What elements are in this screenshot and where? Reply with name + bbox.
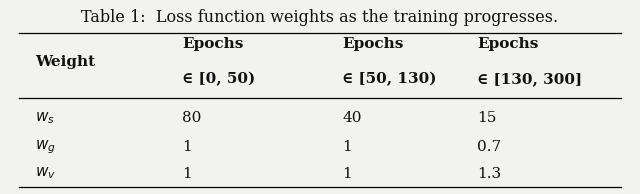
Text: Epochs: Epochs (477, 37, 538, 51)
Text: 1: 1 (182, 140, 192, 154)
Text: Epochs: Epochs (342, 37, 404, 51)
Text: Weight: Weight (35, 55, 95, 69)
Text: $w_s$: $w_s$ (35, 111, 55, 126)
Text: 40: 40 (342, 111, 362, 125)
Text: 80: 80 (182, 111, 202, 125)
Text: $w_g$: $w_g$ (35, 139, 56, 156)
Text: Table 1:  Loss function weights as the training progresses.: Table 1: Loss function weights as the tr… (81, 9, 559, 26)
Text: 1: 1 (342, 167, 352, 181)
Text: 1.3: 1.3 (477, 167, 501, 181)
Text: 1: 1 (342, 140, 352, 154)
Text: 1: 1 (182, 167, 192, 181)
Text: 0.7: 0.7 (477, 140, 501, 154)
Text: $w_v$: $w_v$ (35, 166, 56, 181)
Text: Epochs: Epochs (182, 37, 244, 51)
Text: ∈ [130, 300]: ∈ [130, 300] (477, 73, 582, 87)
Text: 15: 15 (477, 111, 496, 125)
Text: ∈ [0, 50): ∈ [0, 50) (182, 72, 255, 87)
Text: ∈ [50, 130): ∈ [50, 130) (342, 72, 437, 87)
